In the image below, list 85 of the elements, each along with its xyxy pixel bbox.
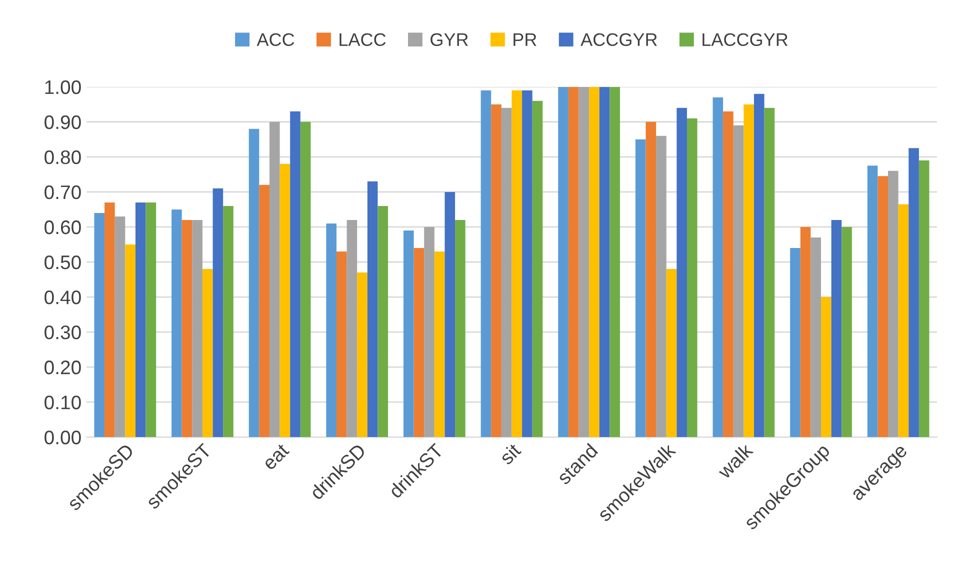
- bar: [676, 108, 687, 438]
- bar: [867, 166, 878, 438]
- bar: [878, 176, 888, 438]
- bar: [346, 220, 358, 438]
- bar: [686, 118, 698, 438]
- bar: [172, 209, 182, 438]
- bar: [712, 97, 724, 438]
- bar: [455, 220, 466, 438]
- y-tick-label: 0.30: [44, 326, 81, 340]
- bar: [635, 139, 646, 438]
- bar: [326, 223, 336, 438]
- bar: [182, 220, 192, 438]
- bar: [532, 100, 543, 438]
- bar: [800, 226, 811, 438]
- bar: [610, 86, 620, 438]
- bar: [378, 206, 388, 438]
- bar: [558, 86, 568, 438]
- y-tick-label: 0.50: [44, 255, 81, 270]
- bar: [898, 204, 909, 438]
- bar: [646, 122, 656, 438]
- bar: [599, 86, 610, 438]
- y-tick-label: 0.20: [44, 360, 81, 374]
- bar: [764, 108, 775, 438]
- bar: [424, 226, 434, 438]
- legend-label: LACCGYR: [702, 33, 788, 46]
- bar: [290, 111, 300, 438]
- bar: [656, 136, 666, 438]
- y-tick-label: 0.10: [44, 396, 81, 410]
- bar: [908, 148, 919, 438]
- bar: [888, 170, 898, 438]
- bar: [589, 86, 600, 438]
- bar: [414, 248, 424, 438]
- bar: [810, 237, 821, 438]
- bar: [336, 251, 347, 438]
- bar: [223, 206, 234, 438]
- bar: [842, 226, 852, 438]
- bar: [568, 86, 579, 438]
- bar: [259, 184, 270, 438]
- bar: [104, 202, 115, 438]
- bar: [269, 122, 280, 438]
- bar: [501, 108, 512, 438]
- bar: [248, 128, 260, 438]
- bar: [578, 86, 590, 438]
- y-tick-label: 0.40: [44, 290, 81, 304]
- legend-label: ACC: [256, 33, 294, 46]
- y-tick-label: 1.00: [45, 80, 81, 94]
- bar: [918, 160, 930, 438]
- bar: [790, 248, 800, 438]
- bar: [367, 181, 378, 438]
- bar: [202, 269, 213, 438]
- legend-label: LACC: [340, 33, 386, 46]
- x-tick-label: eat: [262, 443, 290, 471]
- legend-label: GYR: [430, 33, 468, 46]
- bar: [821, 297, 832, 438]
- bar: [280, 164, 290, 438]
- y-tick-label: 0.80: [44, 150, 81, 164]
- bar: [733, 125, 744, 438]
- y-tick-label: 0.00: [44, 430, 81, 444]
- bar: [114, 216, 126, 438]
- bar: [125, 244, 136, 438]
- bar: [357, 272, 368, 438]
- bar: [831, 220, 842, 438]
- bar: [403, 230, 414, 438]
- bar: [723, 111, 734, 438]
- bar: [522, 90, 532, 438]
- x-tick-label: sit: [498, 442, 522, 466]
- bar: [512, 90, 522, 438]
- bar: [300, 122, 311, 438]
- y-tick-label: 0.70: [44, 185, 81, 200]
- bar: [754, 94, 764, 438]
- bar: [491, 104, 502, 438]
- legend-label: PR: [514, 33, 536, 46]
- bar: [192, 220, 202, 438]
- bar: [744, 104, 754, 438]
- bar: [135, 202, 146, 438]
- bar: [434, 251, 445, 438]
- legend-label: ACCGYR: [580, 33, 657, 46]
- bar: [94, 212, 105, 438]
- bar: [444, 192, 456, 438]
- bar: [666, 269, 677, 438]
- bar: [212, 188, 224, 438]
- y-tick-label: 0.60: [44, 220, 81, 234]
- bar: [146, 202, 156, 438]
- bar: [480, 90, 492, 438]
- y-tick-label: 0.90: [44, 115, 81, 130]
